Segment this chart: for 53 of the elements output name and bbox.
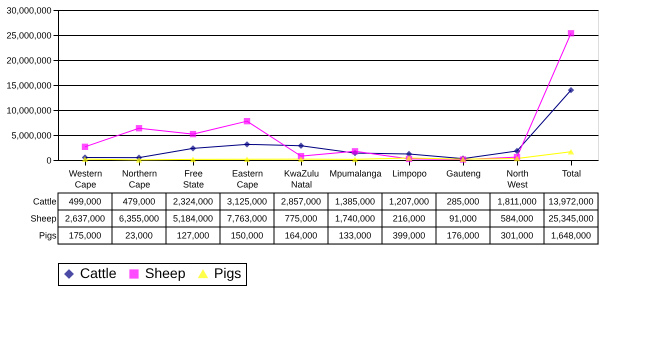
- y-tick-label: 5,000,000: [11, 130, 52, 140]
- data-label: 175,000: [68, 230, 102, 240]
- text: Pigs: [38, 230, 56, 240]
- data-label: 584,000: [500, 214, 534, 224]
- data-label: 2,637,000: [64, 214, 106, 224]
- y-tick-label: 10,000,000: [6, 106, 52, 116]
- data-label: 775,000: [284, 214, 318, 224]
- data-label: 1,740,000: [334, 214, 376, 224]
- y-tick-label: 25,000,000: [6, 30, 52, 40]
- x-tick-label: Western Cape: [68, 168, 102, 190]
- x-tick-label: Mpumalanga: [329, 168, 382, 178]
- text: Cattle: [32, 196, 56, 206]
- data-label: 150,000: [230, 230, 264, 240]
- data-label: 5,184,000: [172, 214, 214, 224]
- data-label: 1,811,000: [497, 196, 537, 206]
- x-tick-label: Eastern Cape: [232, 168, 264, 190]
- data-label: 479,000: [122, 196, 156, 206]
- y-tick-label: 30,000,000: [6, 6, 52, 16]
- y-tick-label: 0: [46, 156, 52, 166]
- x-tick-label: Northern Cape: [122, 168, 158, 190]
- data-label: 2,324,000: [172, 196, 214, 206]
- data-label: 285,000: [446, 196, 480, 206]
- x-tick-label: KwaZulu Natal: [284, 168, 320, 190]
- data-label: 1,385,000: [334, 196, 376, 206]
- data-label: 23,000: [125, 230, 153, 240]
- data-label: 2,857,000: [280, 196, 322, 206]
- data-label: 216,000: [392, 214, 426, 224]
- legend-label: Cattle: [80, 265, 117, 281]
- data-label: 1,648,000: [550, 230, 592, 240]
- data-label: 1,207,000: [388, 196, 430, 206]
- data-label: 176,000: [446, 230, 480, 240]
- x-tick-label: Total: [562, 168, 582, 178]
- x-tick-label: Gauteng: [446, 168, 481, 178]
- x-tick-label: North West: [506, 168, 529, 190]
- data-label: 499,000: [68, 196, 102, 206]
- data-label: 164,000: [284, 230, 318, 240]
- x-tick-label: Free State: [182, 168, 204, 190]
- data-label: 3,125,000: [226, 196, 268, 206]
- y-tick-label: 20,000,000: [6, 56, 52, 66]
- data-label: 399,000: [392, 230, 426, 240]
- data-label: 13,972,000: [548, 196, 594, 206]
- legend-label: Pigs: [214, 265, 242, 281]
- text: Sheep: [30, 214, 56, 224]
- data-label: 133,000: [338, 230, 372, 240]
- data-label: 301,000: [500, 230, 534, 240]
- legend-label: Sheep: [145, 265, 186, 281]
- data-label: 6,355,000: [118, 214, 160, 224]
- data-label: 7,763,000: [226, 214, 268, 224]
- data-label: 127,000: [176, 230, 210, 240]
- data-label: 25,345,000: [548, 214, 594, 224]
- data-label: 91,000: [449, 214, 477, 224]
- x-tick-label: Limpopo: [392, 168, 427, 178]
- y-tick-label: 15,000,000: [6, 80, 52, 90]
